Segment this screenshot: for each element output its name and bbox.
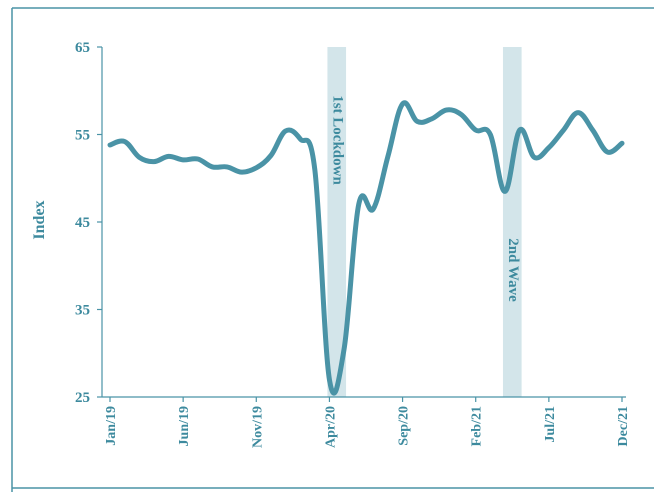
y-tick-label: 65	[75, 40, 90, 56]
series-line	[107, 100, 625, 396]
x-tick-label: Apr/20	[323, 406, 338, 448]
y-tick-label: 35	[75, 303, 90, 319]
x-tick-label: Sep/20	[397, 406, 412, 446]
annotation-band-1	[327, 47, 347, 397]
data-point	[152, 160, 156, 164]
data-point	[518, 128, 522, 132]
data-point	[137, 155, 141, 159]
data-point	[532, 155, 536, 159]
data-point	[620, 141, 624, 145]
data-point	[488, 133, 492, 136]
annotation-label-2: 2nd Wave	[505, 238, 521, 302]
x-tick-label: Nov/19	[250, 406, 265, 448]
data-point	[167, 154, 171, 158]
y-tick-label: 55	[75, 128, 90, 144]
data-point	[225, 165, 229, 169]
data-point	[371, 207, 375, 211]
data-point	[444, 108, 448, 112]
annotation-label-1: 1st Lockdown	[329, 95, 345, 185]
data-point	[240, 170, 244, 174]
x-tick-label: Jan/19	[104, 406, 119, 446]
y-tick-label: 45	[75, 215, 90, 231]
data-point	[108, 143, 112, 147]
data-point	[503, 189, 507, 193]
data-point	[313, 168, 317, 171]
data-point	[401, 102, 405, 106]
data-point	[327, 378, 331, 381]
data-point	[459, 112, 463, 116]
annotation-band-2	[502, 47, 522, 397]
data-point	[386, 154, 390, 158]
data-point	[269, 154, 273, 157]
data-point	[576, 111, 580, 115]
axes	[11, 7, 654, 492]
x-tick-label: Dec/21	[616, 406, 631, 446]
data-point	[196, 157, 200, 161]
data-point	[254, 166, 258, 170]
data-point	[591, 128, 595, 132]
x-tick-label: Feb/21	[470, 406, 485, 446]
data-point	[342, 347, 346, 351]
data-point	[210, 165, 214, 169]
data-point	[430, 117, 434, 121]
data-point	[474, 128, 478, 132]
data-point	[284, 129, 288, 133]
data-point	[415, 119, 419, 123]
data-point	[605, 150, 609, 154]
data-point	[357, 203, 361, 206]
data-point	[547, 146, 551, 150]
x-tick-label: Jun/19	[177, 406, 192, 446]
x-tick-label: Jul/21	[543, 406, 558, 443]
data-point	[561, 128, 565, 132]
data-point	[298, 137, 302, 141]
data-point	[181, 158, 185, 162]
y-tick-label: 25	[75, 390, 90, 406]
y-axis-title: Index	[31, 200, 48, 239]
series-layer	[107, 100, 625, 396]
data-point	[123, 140, 127, 143]
labels: 1st Lockdown 2nd Wave 25 35 45 55 65 Index Jan/1…	[31, 40, 631, 448]
